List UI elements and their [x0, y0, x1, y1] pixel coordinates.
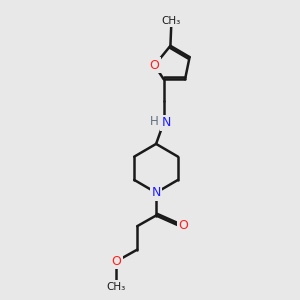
- Text: O: O: [178, 219, 188, 232]
- Text: N: N: [152, 186, 161, 199]
- Text: H: H: [150, 115, 159, 128]
- Text: O: O: [112, 255, 122, 268]
- Text: N: N: [161, 116, 171, 129]
- Text: CH₃: CH₃: [162, 16, 181, 26]
- Text: O: O: [150, 59, 160, 72]
- Text: CH₃: CH₃: [107, 281, 126, 292]
